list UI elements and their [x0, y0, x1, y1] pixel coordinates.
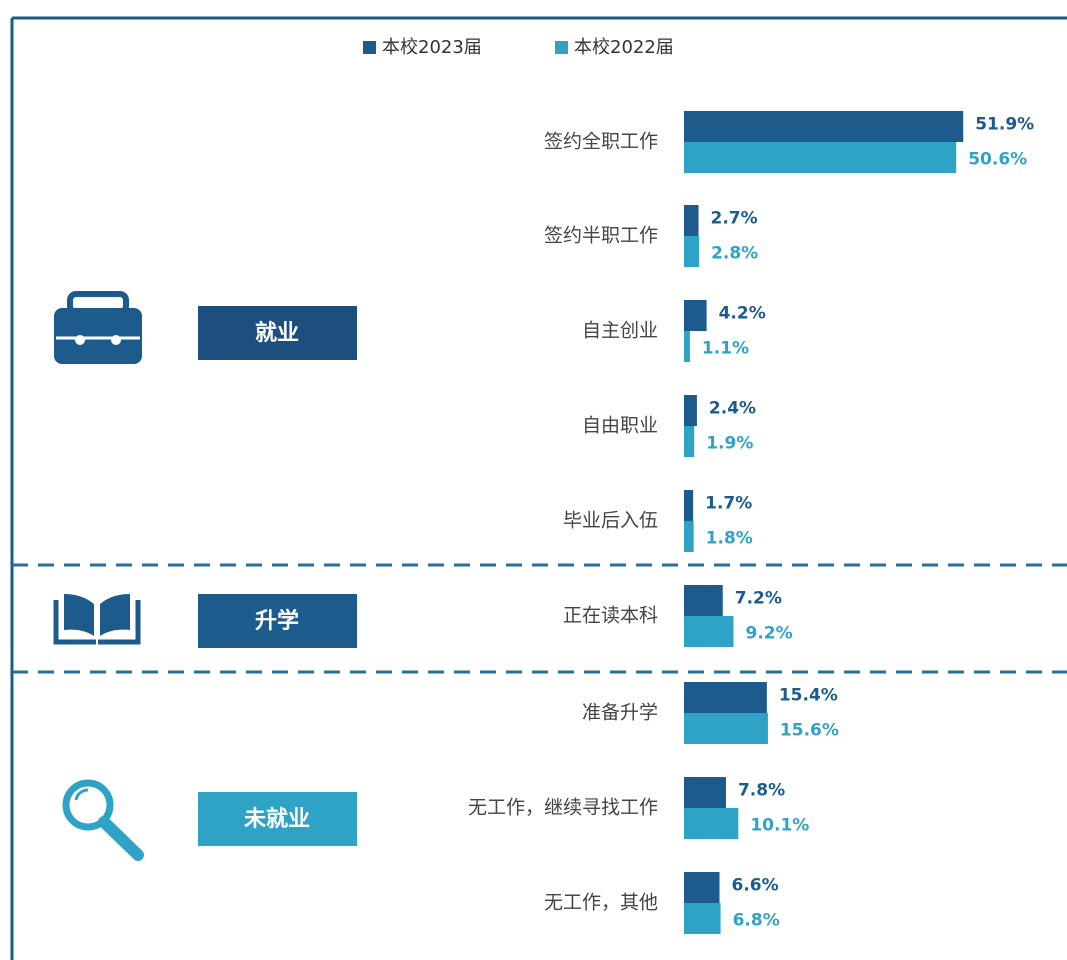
- value-label: 9.2%: [745, 624, 792, 644]
- bar: [684, 111, 964, 142]
- bar: [684, 395, 697, 426]
- bar: [684, 236, 700, 267]
- bar: [684, 585, 723, 616]
- value-label: 1.1%: [702, 339, 749, 359]
- group-box: [198, 306, 357, 360]
- group-label: 未就业: [244, 806, 310, 832]
- magnifier-icon: [62, 779, 144, 861]
- legend-swatch: [555, 41, 568, 54]
- legend-label: 本校2023届: [382, 37, 482, 58]
- bar: [684, 521, 694, 552]
- bar: [684, 713, 768, 744]
- value-label: 1.9%: [706, 434, 753, 454]
- value-label: 15.6%: [780, 721, 839, 741]
- value-label: 4.2%: [719, 304, 766, 324]
- legend-swatch: [363, 41, 376, 54]
- category-label: 正在读本科: [563, 605, 658, 627]
- briefcase-icon: [54, 291, 142, 364]
- category-label: 签约全职工作: [544, 131, 658, 153]
- bar: [684, 331, 690, 362]
- group-box: [198, 594, 357, 648]
- value-label: 7.8%: [738, 781, 785, 801]
- legend-label: 本校2022届: [574, 37, 674, 58]
- category-label: 自由职业: [582, 415, 658, 437]
- value-label: 50.6%: [968, 150, 1027, 170]
- value-label: 2.8%: [711, 244, 758, 264]
- bar: [684, 808, 739, 839]
- bar: [684, 872, 720, 903]
- value-label: 2.4%: [709, 399, 756, 419]
- group-label: 升学: [255, 608, 299, 634]
- bar: [684, 300, 707, 331]
- bar: [684, 205, 699, 236]
- value-label: 6.8%: [733, 911, 780, 931]
- category-label: 毕业后入伍: [563, 510, 658, 532]
- bar: [684, 490, 694, 521]
- bar: [684, 142, 957, 173]
- bar: [684, 682, 767, 713]
- value-label: 10.1%: [750, 816, 809, 836]
- category-label: 自主创业: [582, 320, 658, 342]
- value-label: 7.2%: [735, 589, 782, 609]
- book-icon: [53, 594, 141, 645]
- bar: [684, 903, 721, 934]
- category-label: 准备升学: [582, 702, 658, 724]
- group-box: [198, 792, 357, 846]
- value-label: 1.7%: [705, 494, 752, 514]
- value-label: 51.9%: [975, 115, 1034, 135]
- value-label: 2.7%: [711, 209, 758, 229]
- category-label: 签约半职工作: [544, 225, 658, 247]
- bar: [684, 616, 734, 647]
- category-label: 无工作，继续寻找工作: [468, 797, 658, 819]
- bar: [684, 426, 695, 457]
- category-label: 无工作，其他: [544, 892, 658, 914]
- group-label: 就业: [255, 320, 299, 346]
- value-label: 1.8%: [706, 529, 753, 549]
- value-label: 15.4%: [779, 686, 838, 706]
- bar: [684, 777, 726, 808]
- value-label: 6.6%: [732, 876, 779, 896]
